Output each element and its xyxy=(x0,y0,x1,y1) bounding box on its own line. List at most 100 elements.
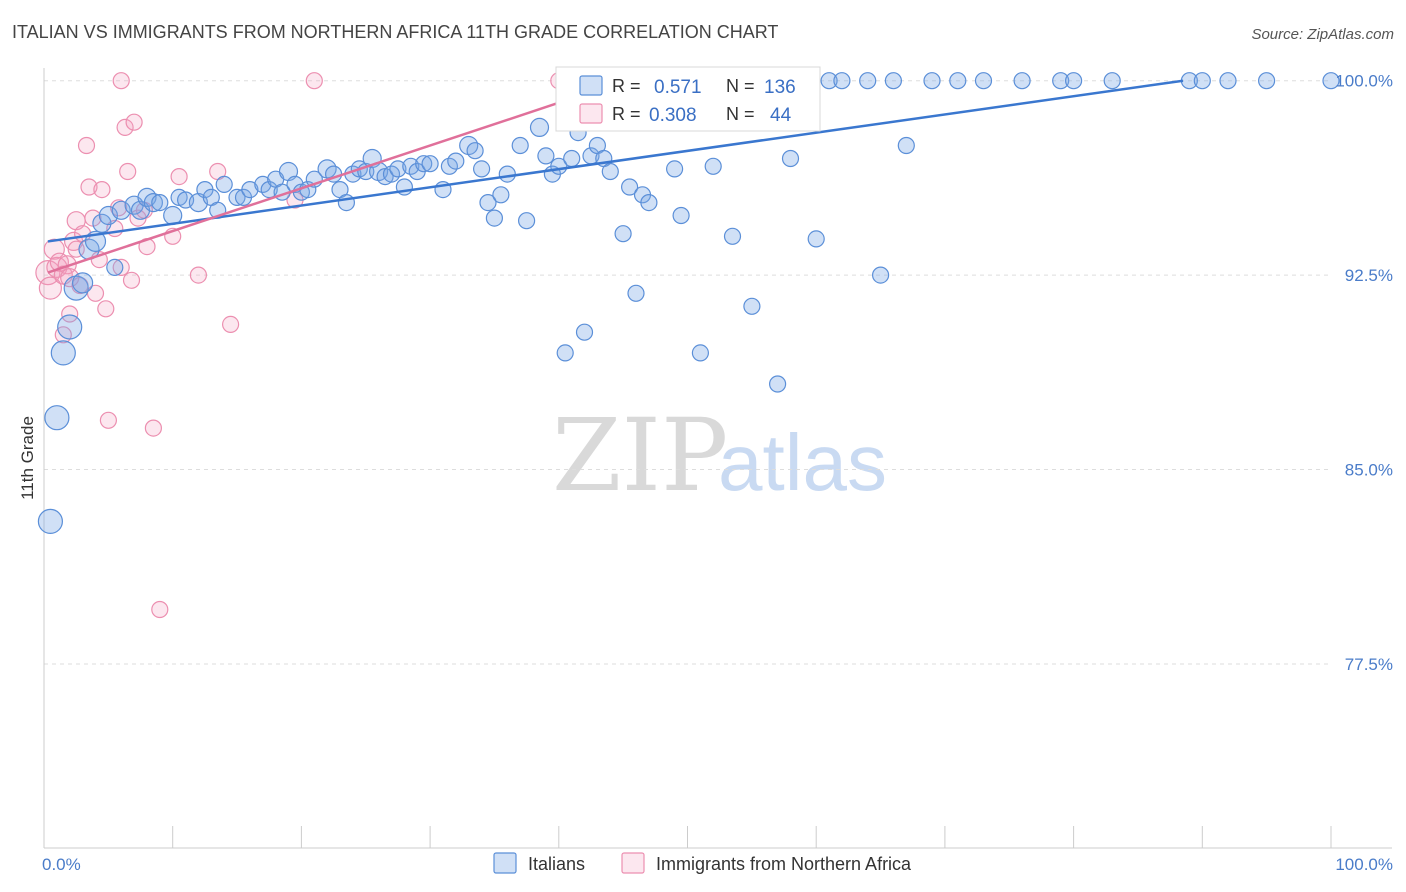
stats-italians-n-label: N = xyxy=(726,76,755,96)
y-axis-label: 11th Grade xyxy=(18,416,37,500)
italians-point xyxy=(781,149,800,168)
italians-point xyxy=(672,206,690,225)
italians-point xyxy=(215,175,233,193)
x-tick-label: 0.0% xyxy=(42,855,81,874)
stats-box-frame xyxy=(555,66,821,132)
italians-point xyxy=(897,136,915,155)
italians-point xyxy=(884,72,903,90)
immigrants-point xyxy=(119,162,137,181)
immigrants-point xyxy=(99,411,118,429)
immigrants-point xyxy=(122,271,141,289)
italians-point xyxy=(691,344,710,362)
italians-point xyxy=(498,165,516,183)
italians-point xyxy=(1052,72,1070,90)
stats-italians-r-label: R = xyxy=(612,76,641,96)
italians-point xyxy=(479,194,497,212)
italians-point xyxy=(974,72,993,90)
y-tick-label: 100.0% xyxy=(1335,72,1393,91)
italians-point xyxy=(1103,72,1121,90)
italians-point xyxy=(640,194,658,212)
italians-point xyxy=(37,508,64,535)
immigrants-point xyxy=(305,72,323,90)
legend-italians-label: Italians xyxy=(528,854,585,874)
legend-immigrants-swatch xyxy=(621,852,645,874)
stats-italians-r-value: 0.571 xyxy=(654,77,702,98)
stats-immigrants-n-label: N = xyxy=(726,104,755,124)
immigrants-point xyxy=(151,600,169,619)
immigrants-point xyxy=(222,315,240,333)
italians-point xyxy=(50,340,76,366)
legend-immigrants-label: Immigrants from Northern Africa xyxy=(656,854,912,874)
immigrants-point xyxy=(125,113,143,131)
y-tick-label: 85.0% xyxy=(1345,461,1393,480)
watermark-zip: ZIP xyxy=(552,397,728,514)
immigrants-point xyxy=(170,168,188,186)
italians-point xyxy=(228,188,246,206)
x-tick-labels: 0.0% 100.0% xyxy=(42,855,1393,874)
italians-point xyxy=(415,155,433,173)
y-tick-label: 77.5% xyxy=(1345,655,1393,674)
italians-point xyxy=(63,275,89,301)
italians-point xyxy=(820,72,838,90)
italians-point xyxy=(466,142,484,160)
stats-box: R = 0.571 N = 136 R = 0.308 N = 44 xyxy=(555,66,821,132)
immigrants-point xyxy=(112,72,130,90)
italians-point xyxy=(871,266,890,284)
immigrants-point xyxy=(93,181,111,199)
italians-point xyxy=(337,194,355,212)
italians-point xyxy=(743,297,761,315)
italians-point xyxy=(241,181,259,199)
immigrants-point xyxy=(38,276,63,300)
italians-point xyxy=(485,209,503,227)
italians-point xyxy=(260,181,278,199)
italians-point xyxy=(949,72,967,90)
immigrants-point xyxy=(61,305,79,323)
italians-point xyxy=(620,178,639,196)
stats-immigrants-swatch xyxy=(579,103,603,124)
italians-point xyxy=(473,160,491,178)
italians-point xyxy=(447,152,465,170)
italians-point xyxy=(537,147,555,165)
y-tick-label: 92.5% xyxy=(1345,266,1393,285)
italians-point xyxy=(556,344,574,362)
italians-point xyxy=(106,258,124,276)
italians-point xyxy=(151,194,169,212)
chart-title: ITALIAN VS IMMIGRANTS FROM NORTHERN AFRI… xyxy=(12,22,778,42)
italians-trend-line xyxy=(47,79,1184,243)
italians-point xyxy=(92,213,112,233)
stats-immigrants-r-label: R = xyxy=(612,104,641,124)
italians-point xyxy=(1013,72,1031,90)
italians-point xyxy=(614,225,632,243)
italians-point xyxy=(859,72,877,90)
italians-point xyxy=(517,212,536,230)
italians-point xyxy=(723,227,742,245)
gridlines xyxy=(44,80,1331,665)
immigrants-point xyxy=(144,419,162,437)
immigrants-point xyxy=(97,300,115,318)
italians-point xyxy=(57,314,83,340)
legend: Italians Immigrants from Northern Africa xyxy=(493,852,912,874)
italians-point xyxy=(421,155,439,173)
italians-point xyxy=(44,405,70,431)
immigrants-point xyxy=(116,118,134,137)
italians-point xyxy=(704,157,722,175)
stats-immigrants-r-value: 0.308 xyxy=(649,105,697,126)
axes xyxy=(43,68,1392,849)
stats-immigrants-n-value: 44 xyxy=(770,105,792,126)
italians-point xyxy=(563,149,581,168)
series-immigrants-points xyxy=(35,72,568,619)
italians-point xyxy=(1219,72,1237,90)
italians-point xyxy=(768,375,787,393)
stats-italians-n-value: 136 xyxy=(764,77,796,98)
italians-point xyxy=(833,72,851,90)
italians-point xyxy=(665,160,684,178)
immigrants-point xyxy=(189,266,207,284)
italians-point xyxy=(492,186,510,204)
watermark: ZIP atlas xyxy=(552,397,887,514)
trend-lines xyxy=(47,79,1184,274)
immigrants-point xyxy=(43,238,65,260)
immigrants-trend-line xyxy=(47,100,564,274)
italians-point xyxy=(601,162,619,181)
italians-point xyxy=(511,136,529,155)
